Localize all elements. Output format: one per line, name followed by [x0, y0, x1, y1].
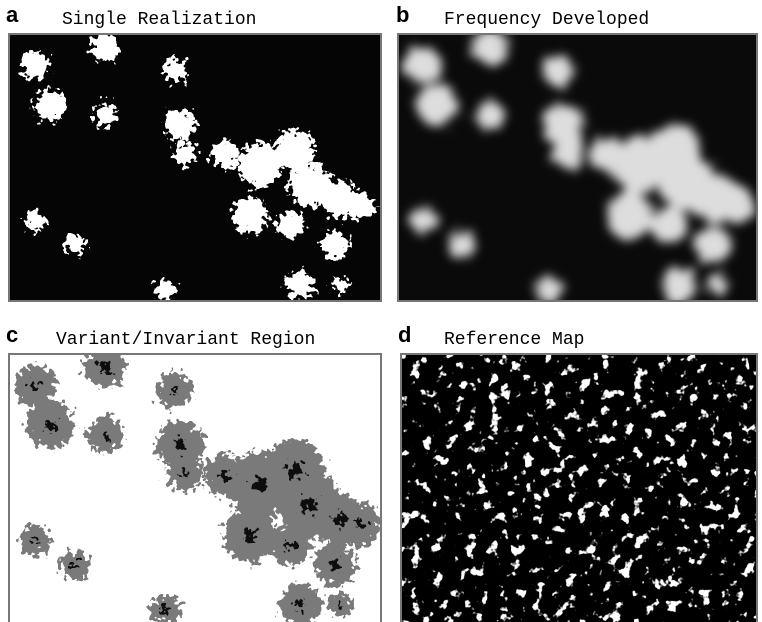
blob — [173, 141, 197, 165]
blob — [536, 277, 562, 303]
panel-title: Variant/Invariant Region — [56, 330, 315, 350]
blob — [334, 514, 347, 527]
blob — [25, 210, 45, 230]
blob — [164, 109, 196, 141]
blob — [252, 477, 267, 492]
blob — [30, 380, 40, 390]
blob — [417, 84, 459, 126]
blob — [174, 439, 185, 450]
blob — [171, 386, 179, 394]
blob — [91, 33, 119, 61]
map-variant-region — [10, 346, 381, 622]
panel-title: Reference Map — [444, 330, 584, 350]
blob — [543, 54, 574, 85]
map-reference — [402, 355, 756, 622]
blob — [295, 600, 305, 610]
blob — [475, 99, 506, 130]
figure: a Single Realization b Frequency Develop… — [0, 0, 762, 622]
blob — [694, 227, 730, 263]
page: a Single Realization b Frequency Develop… — [0, 0, 762, 622]
blob — [346, 191, 374, 219]
blob — [355, 520, 365, 530]
blob — [285, 540, 295, 550]
blob — [162, 607, 169, 614]
blob — [34, 89, 66, 121]
blob — [101, 431, 109, 439]
blob — [220, 470, 230, 480]
blob — [286, 271, 314, 299]
blob — [32, 537, 39, 544]
blob — [651, 207, 687, 243]
blob — [330, 560, 340, 570]
blob — [232, 197, 268, 233]
blob — [332, 277, 348, 293]
blob — [321, 231, 349, 259]
map-frequency — [399, 29, 756, 303]
blob — [181, 469, 189, 477]
blob — [405, 47, 441, 83]
panel-label: a — [6, 2, 19, 27]
blob — [155, 280, 175, 300]
blob — [72, 562, 79, 569]
blob — [276, 211, 304, 239]
blob — [288, 463, 302, 477]
blob — [707, 275, 728, 296]
map-single-realization — [10, 33, 380, 300]
panel-title: Single Realization — [62, 10, 256, 30]
blob — [44, 419, 55, 430]
blob — [93, 103, 117, 127]
blob — [719, 187, 755, 223]
panel-label: d — [398, 322, 411, 347]
blob — [337, 602, 343, 608]
blob — [410, 207, 436, 233]
blob — [244, 529, 257, 542]
blob — [211, 141, 239, 169]
panel-title: Frequency Developed — [444, 10, 649, 30]
blob — [661, 267, 697, 303]
blob — [302, 497, 317, 512]
blob — [100, 362, 110, 372]
blob — [607, 192, 654, 239]
panel-label: b — [396, 2, 409, 27]
blob — [21, 51, 49, 79]
blob — [552, 137, 583, 168]
panel-label: c — [6, 322, 18, 347]
blob — [163, 58, 187, 82]
blob — [449, 232, 475, 258]
noise — [402, 355, 756, 622]
blob — [65, 235, 85, 255]
